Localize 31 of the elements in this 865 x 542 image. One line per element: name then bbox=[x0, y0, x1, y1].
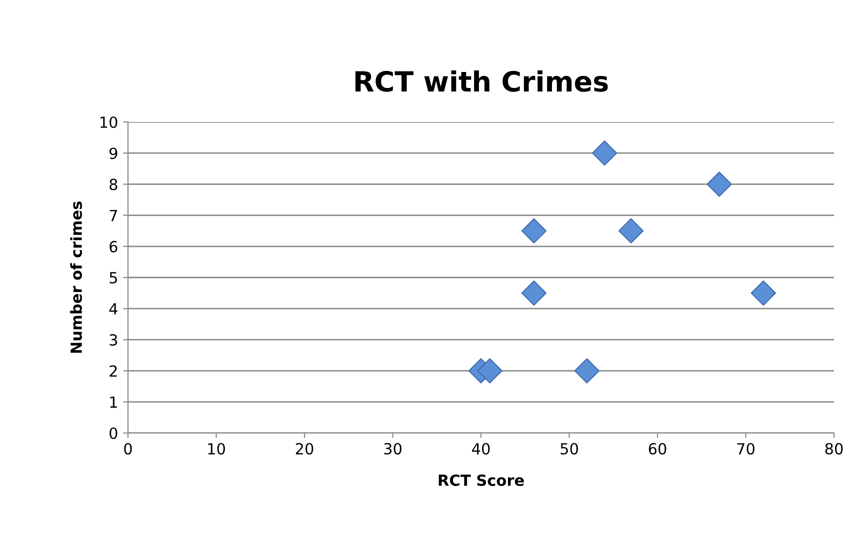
x-tick-label: 10 bbox=[208, 442, 225, 455]
point bbox=[592, 140, 618, 166]
x-tick-label: 70 bbox=[737, 442, 754, 455]
x-tick-label: 50 bbox=[560, 442, 578, 455]
x-tick-label: 60 bbox=[648, 442, 666, 455]
y-tick-label: 0 bbox=[110, 427, 118, 440]
chart-title: RCT with Crimes bbox=[355, 70, 608, 92]
y-tick-label: 9 bbox=[110, 148, 118, 160]
point bbox=[750, 280, 776, 306]
y-tick-label: 3 bbox=[110, 334, 118, 346]
x-tick-label: 80 bbox=[825, 442, 843, 455]
y-tick-label: 8 bbox=[110, 178, 118, 190]
x-tick-label: 40 bbox=[472, 442, 490, 455]
y-tick-label: 5 bbox=[110, 272, 117, 284]
point bbox=[521, 218, 547, 244]
point bbox=[706, 172, 732, 197]
point bbox=[574, 358, 600, 384]
y-tick-label: 7 bbox=[110, 210, 117, 222]
y-axis-title: Number of crimes bbox=[70, 202, 82, 353]
y-tick-label: 4 bbox=[109, 303, 118, 314]
x-tick-label: 20 bbox=[296, 442, 314, 455]
x-axis-title: RCT Score bbox=[438, 474, 524, 486]
x-tick-label: 0 bbox=[124, 442, 132, 455]
point bbox=[521, 280, 547, 306]
x-tick-label: 30 bbox=[384, 442, 402, 455]
y-tick-label: 10 bbox=[100, 116, 118, 128]
y-tick-label: 6 bbox=[110, 240, 118, 252]
y-tick-label: 2 bbox=[110, 365, 117, 377]
point bbox=[477, 358, 502, 384]
y-tick-label: 1 bbox=[110, 396, 117, 408]
point bbox=[618, 218, 644, 244]
